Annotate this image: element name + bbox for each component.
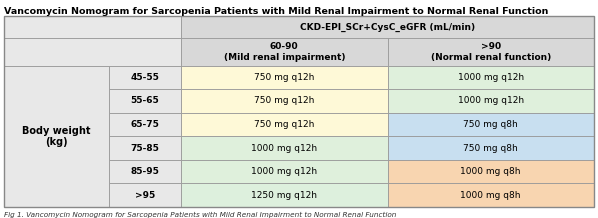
Bar xyxy=(4,38,181,66)
Text: 1250 mg q12h: 1250 mg q12h xyxy=(251,191,318,200)
Bar xyxy=(109,66,181,89)
Bar xyxy=(181,160,388,183)
Bar xyxy=(109,136,181,160)
Text: 1000 mg q12h: 1000 mg q12h xyxy=(251,167,318,176)
Bar xyxy=(181,38,388,66)
Bar xyxy=(109,160,181,183)
Bar xyxy=(181,16,594,38)
Text: 65-75: 65-75 xyxy=(130,120,160,129)
Bar xyxy=(109,183,181,207)
Bar xyxy=(4,16,594,207)
Bar xyxy=(181,183,388,207)
Text: 45-55: 45-55 xyxy=(130,73,160,82)
Text: 1000 mg q12h: 1000 mg q12h xyxy=(457,97,524,106)
Bar xyxy=(181,66,388,89)
Text: 1000 mg q8h: 1000 mg q8h xyxy=(460,167,521,176)
Bar xyxy=(109,113,181,136)
Bar xyxy=(109,89,181,113)
Bar xyxy=(388,183,594,207)
Text: Fig 1. Vancomycin Nomogram for Sarcopenia Patients with Mild Renal Impairment to: Fig 1. Vancomycin Nomogram for Sarcopeni… xyxy=(4,212,396,218)
Text: Body weight
(kg): Body weight (kg) xyxy=(22,126,91,147)
Text: 750 mg q12h: 750 mg q12h xyxy=(254,120,315,129)
Text: 750 mg q12h: 750 mg q12h xyxy=(254,97,315,106)
Bar xyxy=(388,66,594,89)
Bar xyxy=(388,89,594,113)
Bar xyxy=(388,38,594,66)
Text: 750 mg q12h: 750 mg q12h xyxy=(254,73,315,82)
Text: 60-90
(Mild renal impairment): 60-90 (Mild renal impairment) xyxy=(224,42,345,61)
Bar xyxy=(388,136,594,160)
Text: 1000 mg q8h: 1000 mg q8h xyxy=(460,191,521,200)
Bar xyxy=(4,66,109,207)
Text: 75-85: 75-85 xyxy=(130,144,160,153)
Text: 55-65: 55-65 xyxy=(130,97,160,106)
Text: 1000 mg q12h: 1000 mg q12h xyxy=(251,144,318,153)
Text: 1000 mg q12h: 1000 mg q12h xyxy=(457,73,524,82)
Bar xyxy=(181,89,388,113)
Text: 750 mg q8h: 750 mg q8h xyxy=(463,144,518,153)
Bar xyxy=(181,113,388,136)
Text: >95: >95 xyxy=(135,191,155,200)
Text: 750 mg q8h: 750 mg q8h xyxy=(463,120,518,129)
Text: >90
(Normal renal function): >90 (Normal renal function) xyxy=(431,42,551,61)
Bar xyxy=(4,16,181,38)
Text: 85-95: 85-95 xyxy=(130,167,160,176)
Text: Vancomycin Nomogram for Sarcopenia Patients with Mild Renal Impairment to Normal: Vancomycin Nomogram for Sarcopenia Patie… xyxy=(4,7,548,16)
Text: CKD-EPI_SCr+CysC_eGFR (mL/min): CKD-EPI_SCr+CysC_eGFR (mL/min) xyxy=(300,22,475,32)
Bar xyxy=(388,160,594,183)
Bar xyxy=(181,136,388,160)
Bar xyxy=(388,113,594,136)
